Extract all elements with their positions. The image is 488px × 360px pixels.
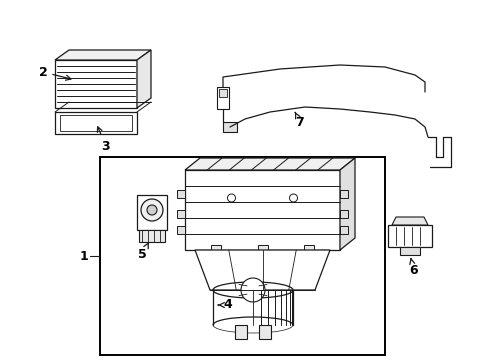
- Text: 1: 1: [80, 249, 88, 262]
- Circle shape: [241, 278, 264, 302]
- Polygon shape: [339, 158, 354, 250]
- Bar: [219, 89, 226, 97]
- Text: 2: 2: [39, 66, 71, 80]
- Bar: [177, 210, 184, 218]
- Bar: [139, 230, 164, 242]
- Bar: [387, 225, 431, 247]
- Polygon shape: [195, 250, 329, 290]
- Text: 3: 3: [97, 127, 110, 153]
- Bar: [217, 87, 228, 109]
- Bar: [339, 226, 347, 234]
- Bar: [339, 190, 347, 198]
- Text: 5: 5: [137, 243, 148, 261]
- Bar: [399, 247, 419, 255]
- Bar: [137, 195, 167, 230]
- Bar: [210, 245, 221, 257]
- Bar: [257, 245, 267, 257]
- Polygon shape: [391, 217, 427, 225]
- Polygon shape: [137, 50, 151, 108]
- Circle shape: [141, 199, 163, 221]
- Bar: [235, 325, 246, 339]
- Bar: [55, 60, 137, 108]
- Bar: [55, 112, 137, 134]
- Bar: [259, 325, 270, 339]
- Bar: [223, 122, 237, 132]
- Text: 7: 7: [295, 113, 304, 129]
- Text: 4: 4: [218, 298, 232, 311]
- Text: 6: 6: [409, 259, 417, 278]
- Bar: [60, 115, 132, 131]
- Bar: [177, 226, 184, 234]
- Circle shape: [147, 205, 157, 215]
- Bar: [339, 210, 347, 218]
- Bar: [304, 245, 313, 257]
- Bar: [184, 170, 339, 250]
- Polygon shape: [55, 50, 151, 60]
- Bar: [177, 190, 184, 198]
- Polygon shape: [184, 158, 354, 170]
- Bar: [100, 157, 384, 355]
